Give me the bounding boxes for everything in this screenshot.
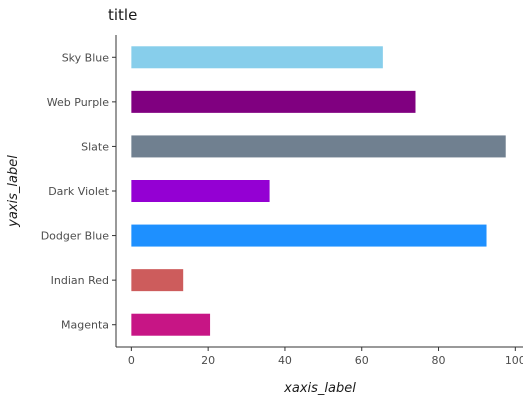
x-tick-label: 40 — [278, 354, 292, 367]
bar-indian-red — [131, 269, 184, 292]
bars-group — [131, 46, 506, 336]
y-tick-label: Slate — [81, 140, 109, 153]
y-axis: Magenta Indian Red Dodger Blue Dark Violet S… — [41, 51, 116, 332]
x-axis: 0 20 40 60 80 100 — [128, 347, 523, 367]
y-axis-title: yaxis_label — [6, 155, 21, 228]
x-tick-label: 60 — [355, 354, 369, 367]
x-tick-label: 80 — [432, 354, 446, 367]
x-tick-label: 20 — [201, 354, 215, 367]
x-axis-title: xaxis_label — [283, 381, 356, 396]
y-tick-label: Sky Blue — [62, 51, 110, 64]
bar-dodger-blue — [131, 224, 487, 247]
y-tick-label: Web Purple — [47, 96, 109, 109]
bar-magenta — [131, 313, 211, 336]
y-tick-label: Dark Violet — [48, 185, 109, 198]
bar-sky-blue — [131, 46, 383, 69]
y-tick-label: Dodger Blue — [41, 230, 110, 243]
chart-title: title — [108, 6, 137, 24]
x-tick-label: 100 — [505, 354, 523, 367]
bar-dark-violet — [131, 180, 270, 202]
bar-slate — [131, 135, 506, 158]
y-tick-label: Magenta — [61, 319, 109, 332]
x-tick-label: 0 — [128, 354, 135, 367]
bar-web-purple — [131, 90, 416, 113]
y-tick-label: Indian Red — [51, 274, 109, 287]
